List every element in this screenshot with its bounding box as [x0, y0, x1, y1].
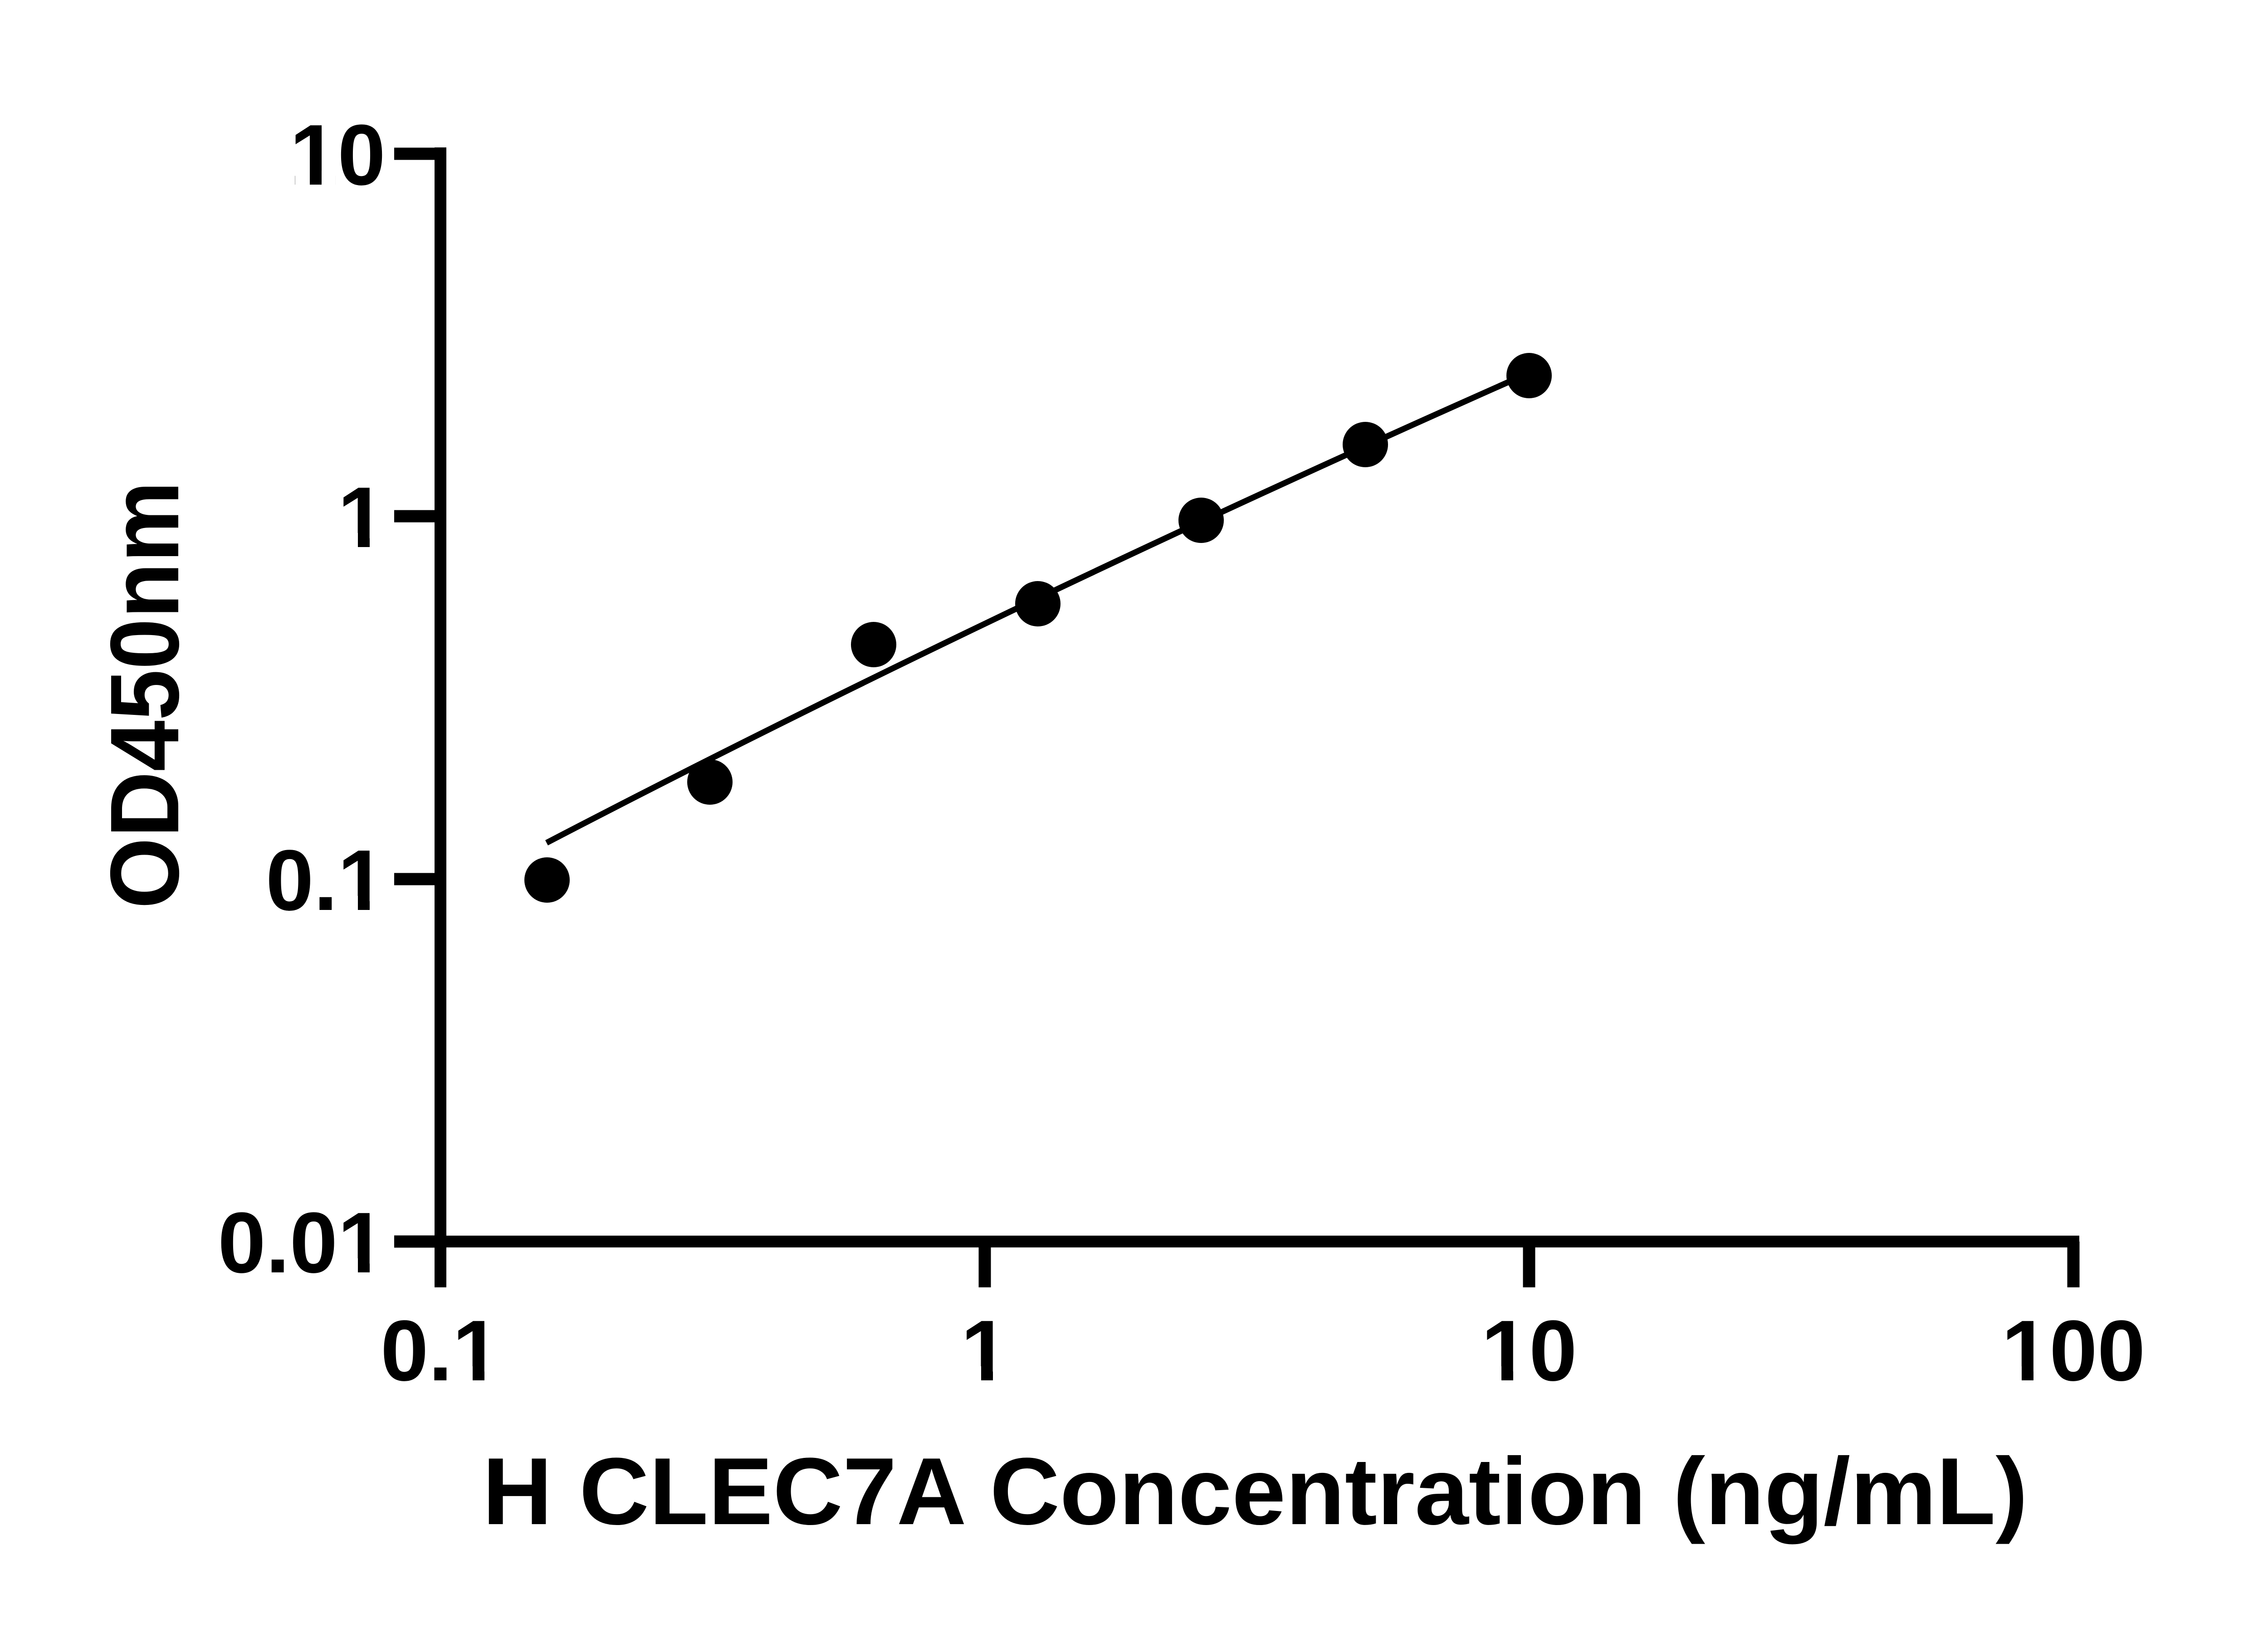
svg-text:OD450nm: OD450nm [90, 481, 199, 909]
svg-text:0.1: 0.1 [381, 1303, 500, 1399]
svg-text:0.01: 0.01 [218, 1195, 386, 1291]
svg-text:1: 1 [961, 1303, 1009, 1399]
svg-text:100: 100 [2001, 1303, 2145, 1399]
svg-text:10: 10 [1481, 1303, 1577, 1399]
svg-text:H CLEC7A Concentration (ng/mL): H CLEC7A Concentration (ng/mL) [483, 1438, 2028, 1545]
svg-text:10: 10 [290, 107, 386, 203]
svg-text:0.1: 0.1 [266, 832, 386, 929]
svg-text:1: 1 [337, 469, 386, 566]
